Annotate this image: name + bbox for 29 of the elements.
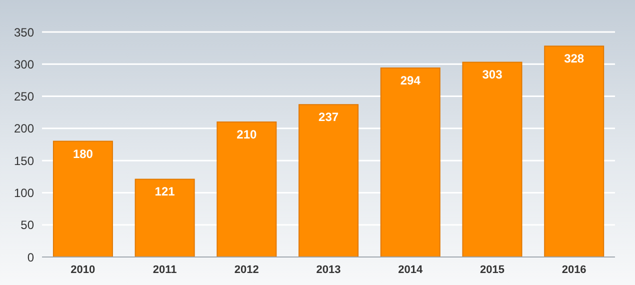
y-tick-label: 50 [20, 218, 34, 232]
y-tick-label: 200 [14, 122, 34, 136]
x-tick-label: 2011 [152, 264, 177, 276]
x-tick-label: 2015 [480, 264, 504, 276]
x-tick-label: 2010 [70, 264, 96, 276]
data-label: 180 [72, 146, 94, 161]
bar [216, 122, 277, 257]
bar [298, 104, 359, 257]
x-tick-label: 2014 [398, 264, 424, 276]
y-tick-label: 250 [14, 90, 34, 104]
y-tick-label: 150 [14, 154, 34, 168]
data-label: 294 [400, 74, 421, 88]
bar [52, 140, 113, 257]
bar [544, 46, 604, 257]
bar [134, 178, 195, 257]
x-tick-label: 2012 [234, 264, 259, 276]
y-tick-label: 100 [14, 186, 34, 200]
y-tick-label: 350 [14, 25, 34, 40]
x-tick-label: 2016 [562, 264, 586, 276]
data-label: 237 [318, 110, 339, 124]
data-label: 328 [564, 52, 584, 66]
y-tick-label: 300 [14, 57, 34, 72]
bar [462, 62, 522, 257]
data-label: 121 [154, 184, 176, 199]
x-tick-label: 2013 [316, 264, 341, 276]
data-label: 303 [482, 68, 503, 82]
bar [380, 68, 440, 257]
data-label: 210 [236, 128, 258, 142]
y-tick-label: 0 [27, 250, 34, 264]
